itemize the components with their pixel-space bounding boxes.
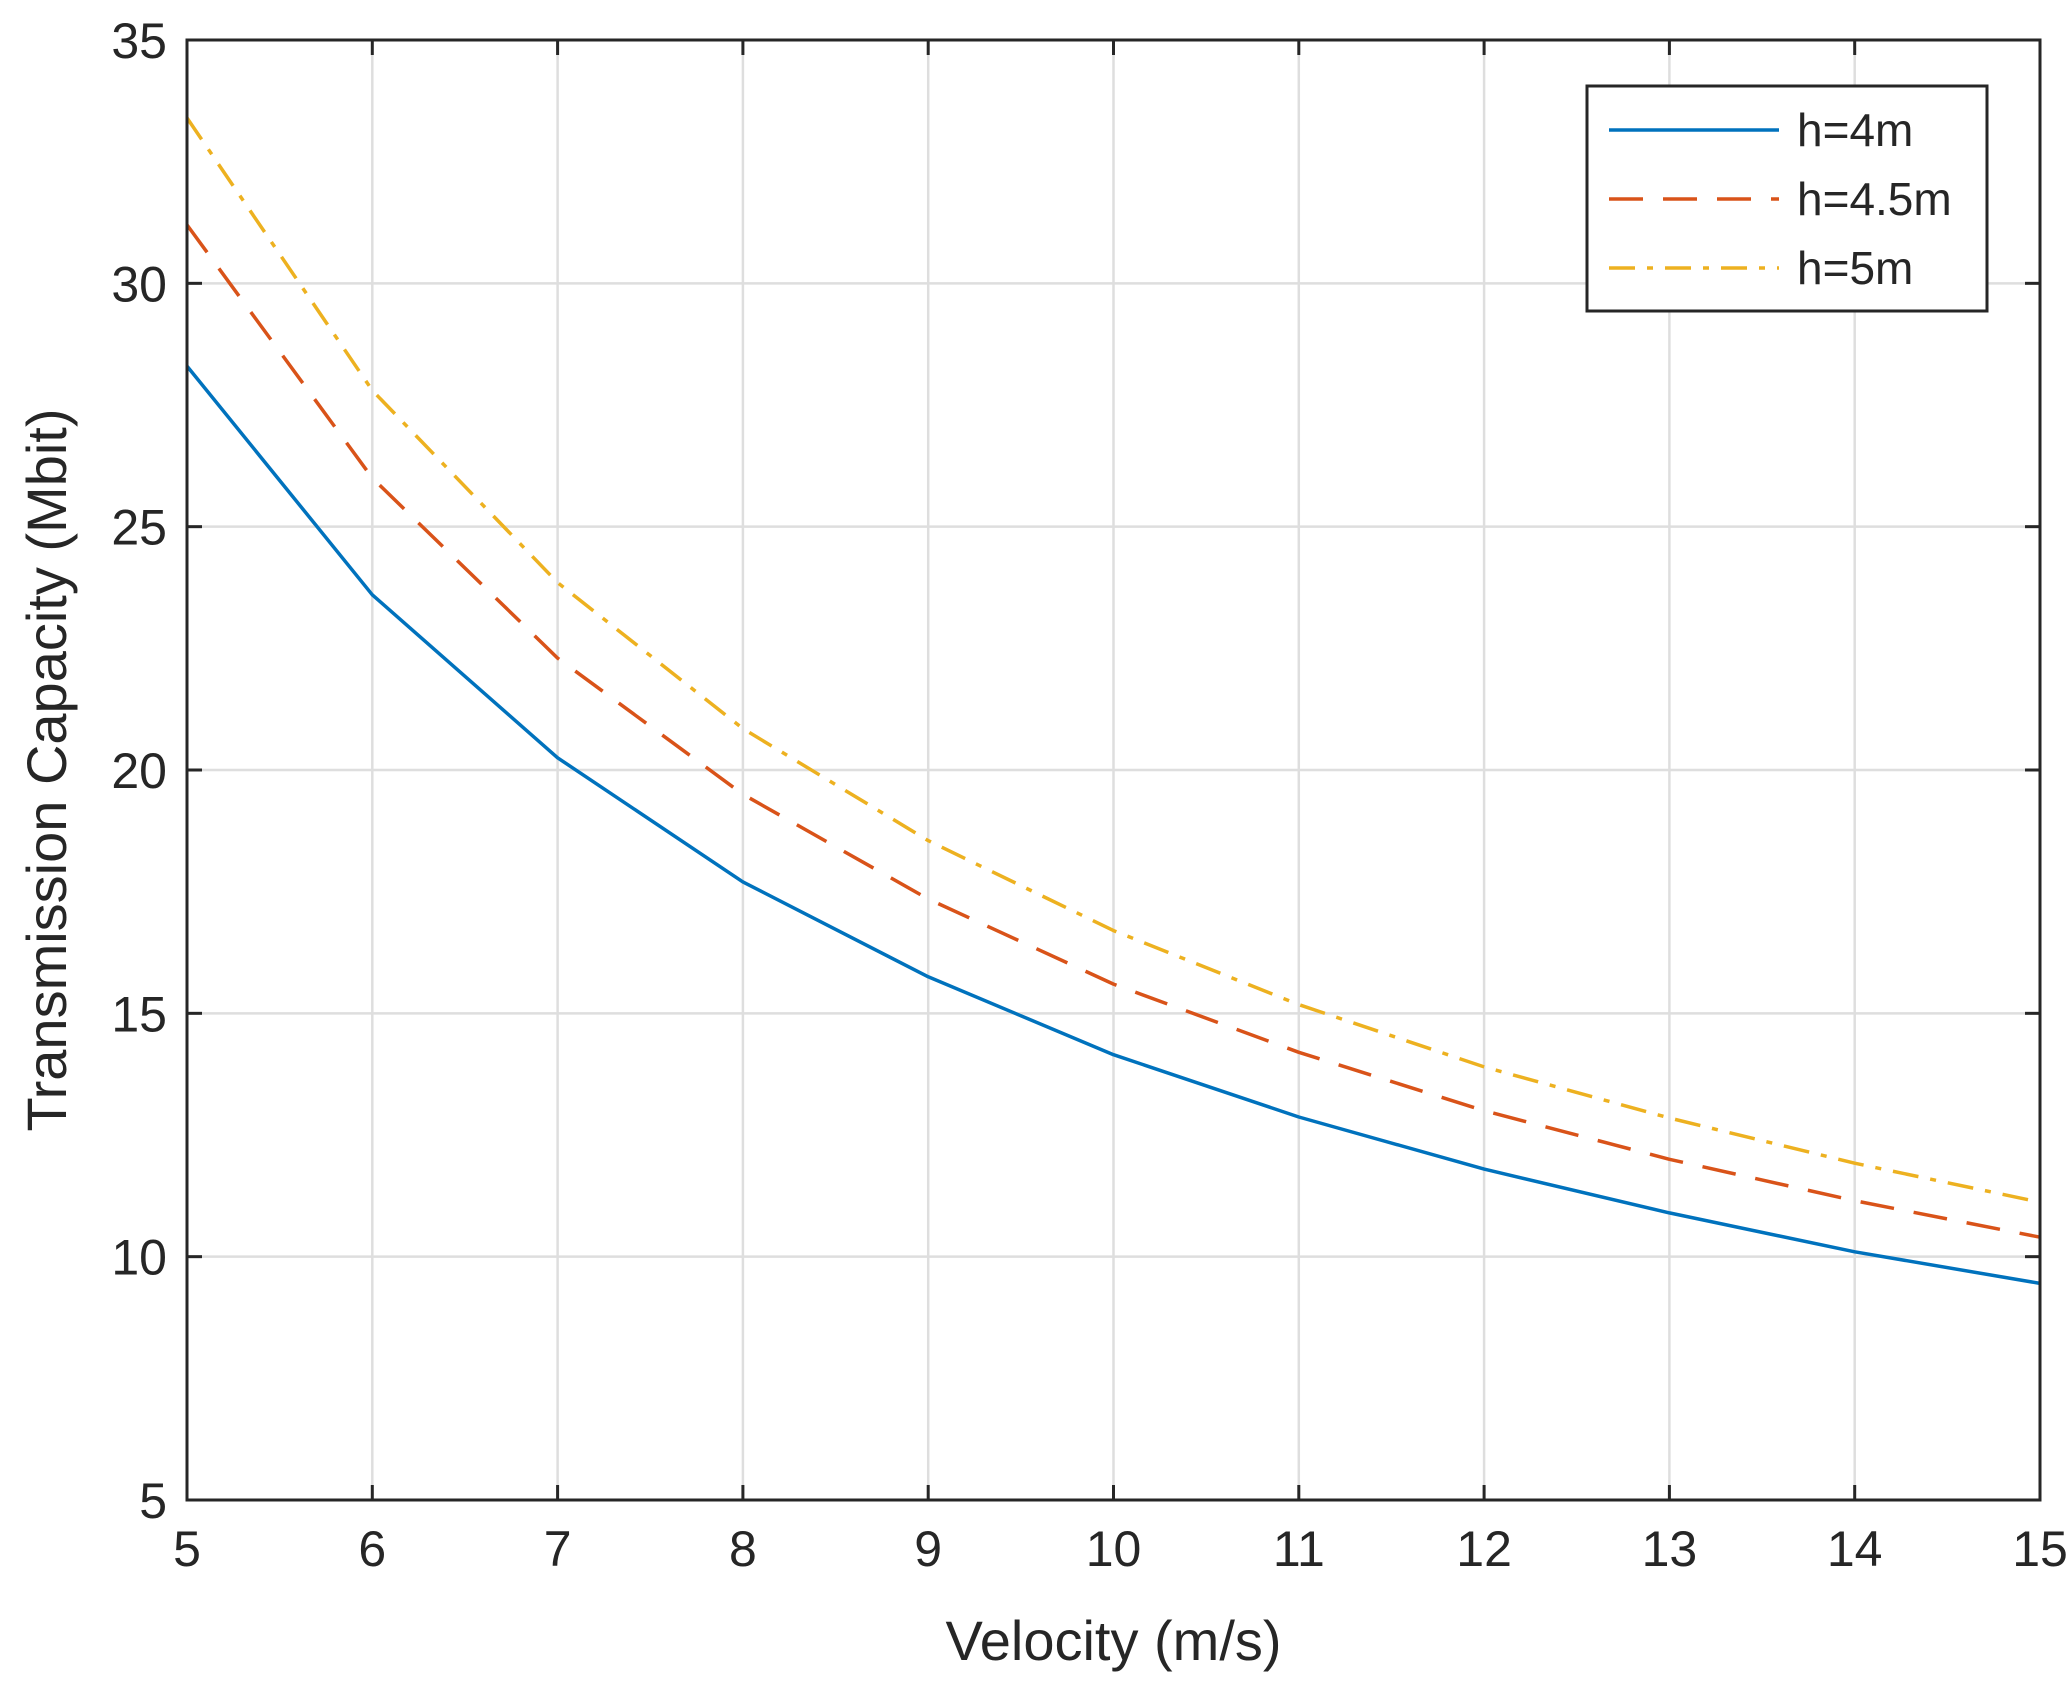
x-tick-label: 7 <box>544 1521 572 1577</box>
x-tick-label: 8 <box>729 1521 757 1577</box>
y-axis-title: Transmission Capacity (Mbit) <box>15 409 78 1132</box>
y-tick-label: 25 <box>111 500 167 556</box>
x-tick-label: 11 <box>1273 1521 1325 1577</box>
series-line-h-4m <box>185 364 2041 1286</box>
x-tick-label: 9 <box>914 1521 942 1577</box>
y-tick-label: 10 <box>111 1230 167 1286</box>
x-axis-title: Velocity (m/s) <box>945 1609 1281 1672</box>
ticks: 5 6 7 8 9 10 11 12 13 14 15 5 10 15 20 25 30 35 <box>111 13 2066 1577</box>
x-tick-label: 13 <box>1642 1521 1698 1577</box>
y-tick-label: 30 <box>111 256 167 312</box>
y-tick-label: 35 <box>111 13 167 69</box>
y-tick-label: 20 <box>111 743 167 799</box>
legend-label: h=5m <box>1797 242 1913 294</box>
series-lines <box>185 116 2041 1286</box>
x-tick-label: 14 <box>1827 1521 1883 1577</box>
series-line-h-4-5m <box>185 223 2041 1239</box>
x-tick-label: 10 <box>1086 1521 1142 1577</box>
legend-label: h=4m <box>1797 104 1913 156</box>
y-tick-label: 15 <box>111 986 167 1042</box>
x-tick-label: 12 <box>1456 1521 1512 1577</box>
x-tick-label: 5 <box>173 1521 201 1577</box>
legend: h=4m h=4.5m h=5m <box>1585 84 1989 313</box>
x-tick-label: 15 <box>2012 1521 2066 1577</box>
x-tick-label: 6 <box>358 1521 386 1577</box>
series-line-h-5m <box>185 116 2041 1204</box>
legend-box <box>1585 84 1989 313</box>
y-tick-label: 5 <box>139 1473 167 1529</box>
legend-label: h=4.5m <box>1797 173 1952 225</box>
